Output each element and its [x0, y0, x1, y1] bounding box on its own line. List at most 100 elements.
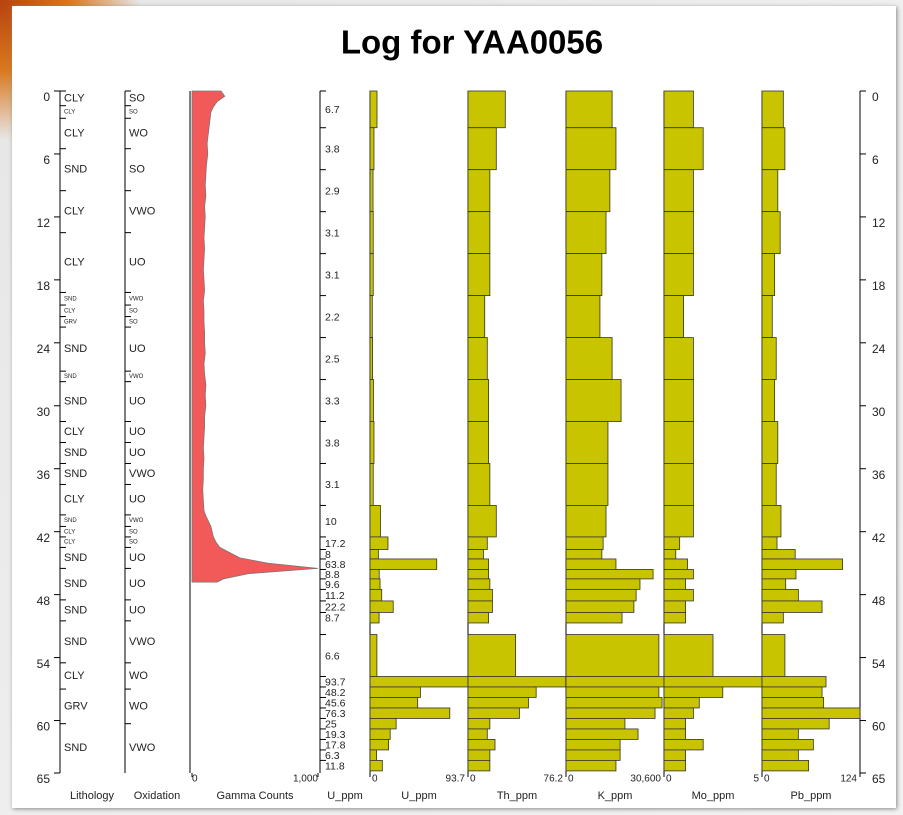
sample-value: 3.3 — [325, 395, 340, 407]
bar — [566, 422, 608, 464]
lithology-label: SND — [64, 604, 87, 616]
bar — [468, 550, 483, 559]
depth-label: 48 — [872, 594, 886, 608]
depth-label: 0 — [872, 90, 879, 104]
bar — [762, 422, 778, 464]
bar — [370, 559, 437, 569]
oxidation-label: SO — [129, 529, 138, 535]
x-tick-label: 76.2 — [544, 774, 564, 785]
lithology-label: CLY — [64, 670, 85, 682]
track-name: Oxidation — [134, 790, 180, 802]
bar — [664, 254, 693, 296]
lithology-label: SND — [64, 518, 77, 524]
depth-label: 65 — [37, 772, 51, 786]
bar — [762, 505, 781, 536]
bar — [762, 739, 813, 749]
sample-value: 2.5 — [325, 353, 340, 365]
bar — [566, 505, 606, 536]
lithology-label: CLY — [64, 529, 75, 535]
bar — [566, 338, 612, 380]
bar — [566, 760, 616, 770]
oxidation-label: VWO — [129, 518, 144, 524]
oxidation-label: WO — [129, 670, 148, 682]
bar — [664, 750, 686, 760]
bar — [370, 422, 374, 464]
lithology-label: SND — [64, 447, 87, 459]
lithology-label: GRV — [64, 700, 88, 712]
bar — [370, 708, 450, 718]
bar — [664, 559, 688, 569]
bar — [468, 338, 487, 380]
bar — [566, 718, 625, 728]
bar — [762, 212, 780, 254]
bar — [762, 338, 776, 380]
bar — [566, 212, 606, 254]
bar — [468, 708, 519, 718]
bar — [468, 739, 495, 749]
sample-value: 10 — [325, 516, 337, 528]
bar — [370, 729, 390, 739]
bar — [664, 760, 686, 770]
bar — [762, 254, 775, 296]
depth-label: 24 — [37, 342, 51, 356]
bar — [762, 91, 783, 128]
oxidation-label: VWO — [129, 206, 156, 218]
bar — [468, 296, 485, 338]
bar — [468, 170, 490, 212]
bar — [664, 569, 693, 578]
lithology-label: CLY — [64, 308, 75, 314]
bar — [762, 601, 822, 613]
bar — [370, 170, 373, 212]
oxidation-label: SO — [129, 92, 145, 104]
bar — [566, 550, 602, 559]
bar — [664, 170, 693, 212]
lithology-label: SND — [64, 395, 87, 407]
bar — [370, 635, 377, 677]
depth-label: 54 — [872, 657, 886, 671]
lithology-label: CLY — [64, 92, 85, 104]
bar — [468, 579, 490, 589]
bar — [664, 635, 713, 677]
track-name: Pb_ppm — [791, 790, 832, 802]
oxidation-label: SO — [129, 319, 138, 325]
bar — [566, 729, 638, 739]
lithology-label: CLY — [64, 540, 75, 546]
bar — [370, 537, 388, 550]
bar — [664, 463, 693, 505]
bar — [566, 601, 634, 613]
bar — [370, 601, 393, 613]
bar — [468, 559, 489, 569]
bar — [762, 697, 824, 707]
lithology-label: SND — [64, 578, 87, 590]
depth-label: 24 — [872, 342, 886, 356]
bar — [762, 296, 772, 338]
lithology-label: SND — [64, 552, 87, 564]
bar — [566, 559, 616, 569]
track-name: U_ppm — [401, 790, 436, 802]
oxidation-label: WO — [129, 700, 148, 712]
oxidation-label: VWO — [129, 296, 144, 302]
bar — [762, 760, 809, 770]
sample-value: 3.8 — [325, 437, 340, 449]
bar — [468, 589, 492, 601]
bar — [566, 380, 621, 422]
oxidation-label: VWO — [129, 374, 144, 380]
lithology-label: SND — [64, 374, 77, 380]
bar — [762, 463, 776, 505]
bar — [762, 718, 829, 728]
bar — [664, 128, 703, 170]
bar — [762, 128, 785, 170]
bar — [370, 505, 380, 536]
bar — [566, 170, 610, 212]
depth-label: 12 — [872, 216, 886, 230]
bar — [468, 128, 496, 170]
bar — [664, 537, 680, 550]
lithology-label: SND — [64, 164, 87, 176]
bar — [468, 687, 536, 697]
depth-label: 12 — [37, 216, 51, 230]
oxidation-label: SO — [129, 164, 145, 176]
bar — [664, 422, 693, 464]
bar — [664, 212, 693, 254]
oxidation-label: UO — [129, 256, 146, 268]
bar — [370, 296, 372, 338]
